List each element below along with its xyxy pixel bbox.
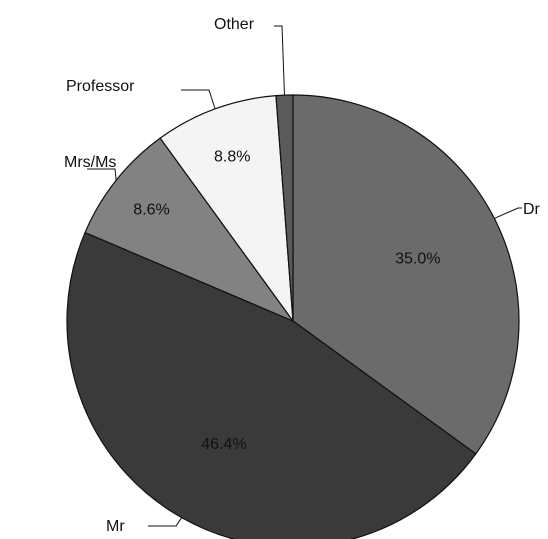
pie-slice-professor [159,94,294,324]
pie-slice-mr [66,231,477,539]
pie-slice-other [275,94,294,322]
pie-slices [66,94,520,539]
percent-label-mrs-ms: 8.6% [133,201,169,218]
leader-line-mr [148,517,183,527]
category-labels: Dr Mr Mrs/Ms Professor Other [64,16,541,535]
pie-slice-dr [292,94,520,455]
leader-line-professor [181,89,216,110]
leader-line-mrs-ms [87,168,117,181]
category-label-dr: Dr [523,201,541,218]
category-label-professor: Professor [66,78,135,95]
percentage-labels: 35.0% 46.4% 8.6% 8.8% [133,149,440,453]
pie-slice-mrs-ms [84,137,295,323]
percent-label-professor: 8.8% [214,149,250,166]
category-label-mrs-ms: Mrs/Ms [64,154,116,171]
category-label-mr: Mr [106,518,125,535]
leader-line-dr [494,207,522,219]
leader-lines [87,25,522,527]
category-label-other: Other [214,16,255,33]
leader-line-other [274,25,285,96]
percent-label-dr: 35.0% [395,250,440,267]
percent-label-mr: 46.4% [201,436,246,453]
